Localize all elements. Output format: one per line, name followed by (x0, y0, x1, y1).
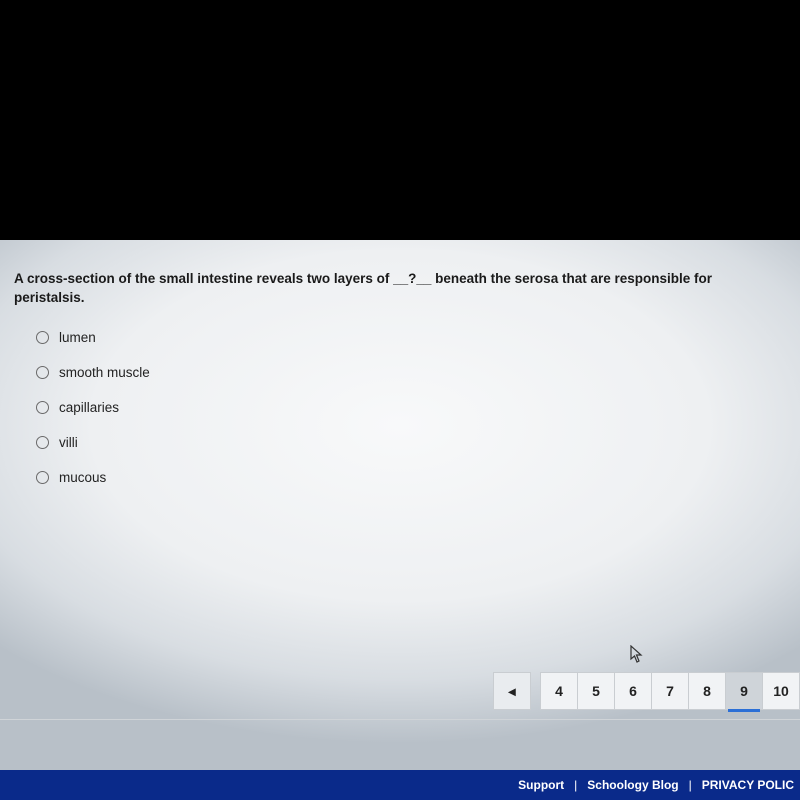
content-panel: A cross-section of the small intestine r… (0, 240, 800, 770)
page-10-button[interactable]: 10 (762, 672, 800, 710)
question-text: A cross-section of the small intestine r… (14, 270, 786, 308)
option-label: mucous (59, 470, 106, 485)
pagination: ◂ 4 5 6 7 8 9 10 (494, 672, 800, 710)
option-mucous[interactable]: mucous (36, 470, 786, 485)
page-9-button[interactable]: 9 (725, 672, 763, 710)
radio-icon[interactable] (36, 471, 49, 484)
page-8-button[interactable]: 8 (688, 672, 726, 710)
option-label: capillaries (59, 400, 119, 415)
option-label: lumen (59, 330, 96, 345)
footer-link-privacy[interactable]: PRIVACY POLIC (696, 778, 800, 792)
page-6-button[interactable]: 6 (614, 672, 652, 710)
footer-link-blog[interactable]: Schoology Blog (581, 778, 684, 792)
page-7-button[interactable]: 7 (651, 672, 689, 710)
question-container: A cross-section of the small intestine r… (0, 240, 800, 485)
option-label: villi (59, 435, 78, 450)
options-group: lumen smooth muscle capillaries villi mu… (14, 330, 786, 485)
option-capillaries[interactable]: capillaries (36, 400, 786, 415)
footer-separator: | (685, 778, 696, 792)
footer-link-support[interactable]: Support (512, 778, 570, 792)
option-lumen[interactable]: lumen (36, 330, 786, 345)
cursor-icon (630, 645, 644, 668)
page-4-button[interactable]: 4 (540, 672, 578, 710)
option-smooth-muscle[interactable]: smooth muscle (36, 365, 786, 380)
radio-icon[interactable] (36, 331, 49, 344)
prev-page-button[interactable]: ◂ (493, 672, 531, 710)
radio-icon[interactable] (36, 401, 49, 414)
option-label: smooth muscle (59, 365, 150, 380)
footer-separator: | (570, 778, 581, 792)
radio-icon[interactable] (36, 436, 49, 449)
radio-icon[interactable] (36, 366, 49, 379)
divider (0, 719, 800, 720)
page-5-button[interactable]: 5 (577, 672, 615, 710)
option-villi[interactable]: villi (36, 435, 786, 450)
footer-bar: Support | Schoology Blog | PRIVACY POLIC (0, 770, 800, 800)
